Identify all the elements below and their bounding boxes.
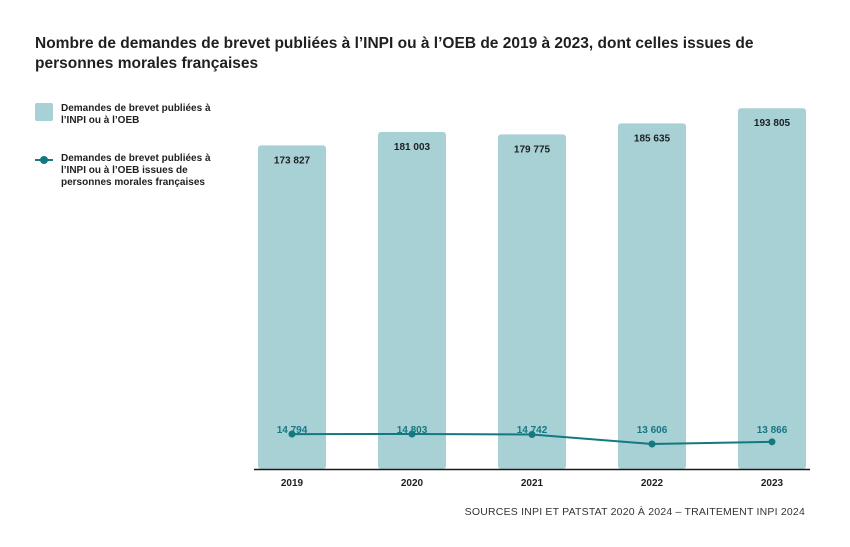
bar-2022: [618, 123, 686, 470]
line-value-label: 14 803: [397, 425, 428, 436]
bar-value-label: 173 827: [274, 155, 311, 166]
line-value-label: 14 742: [517, 425, 548, 436]
legend-label-line: Demandes de brevet publiées à l’INPI ou …: [61, 153, 211, 188]
bar-value-label: 185 635: [634, 133, 671, 144]
legend-label-bars: Demandes de brevet publiées à l’INPI ou …: [61, 103, 211, 126]
line-point-2022: [648, 440, 656, 448]
x-tick-label: 2021: [521, 478, 544, 489]
line-point-2023: [768, 438, 776, 446]
bar-2019: [258, 145, 326, 469]
x-tick-label: 2019: [281, 478, 304, 489]
legend-item-bars: Demandes de brevet publiées à l’INPI ou …: [35, 103, 221, 127]
source-note: SOURCES INPI ET PATSTAT 2020 À 2024 – TR…: [464, 506, 805, 518]
line-point-2021: [528, 431, 536, 439]
legend-item-line: Demandes de brevet publiées à l’INPI ou …: [35, 153, 221, 189]
x-tick-label: 2023: [761, 478, 784, 489]
x-tick-label: 2022: [641, 478, 664, 489]
chart-title: Nombre de demandes de brevet publiées à …: [35, 35, 754, 72]
bar-value-label: 179 775: [514, 144, 551, 155]
x-tick-label: 2020: [401, 478, 424, 489]
line-value-label: 13 606: [637, 425, 668, 436]
bar-2021: [498, 134, 566, 469]
bar-value-label: 181 003: [394, 142, 431, 153]
line-value-label: 13 866: [757, 425, 788, 436]
bar-value-label: 193 805: [754, 118, 791, 129]
legend-bar-swatch: [35, 103, 53, 121]
line-value-label: 14 794: [277, 425, 308, 436]
bar-2020: [378, 132, 446, 469]
line-point-2020: [408, 430, 416, 438]
line-point-2019: [288, 430, 296, 438]
bar-2023: [738, 108, 806, 469]
legend-line-swatch: [35, 155, 53, 165]
